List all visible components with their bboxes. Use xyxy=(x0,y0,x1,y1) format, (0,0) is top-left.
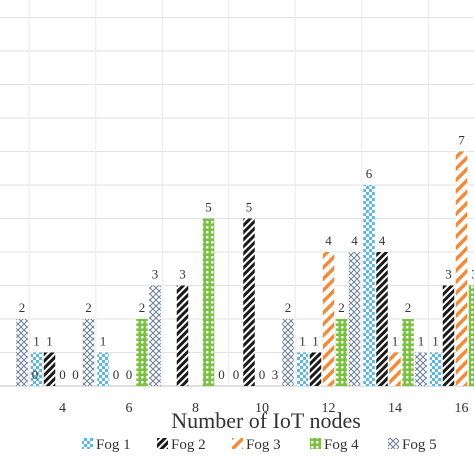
legend-item-fog-2: Fog 2 xyxy=(157,437,206,453)
bar-fog-5-14 xyxy=(415,352,427,386)
legend-label: Fog 1 xyxy=(96,437,131,453)
data-label: 1 xyxy=(418,334,425,349)
bar-fog-1-12 xyxy=(296,352,309,386)
bar-fog-5-6 xyxy=(149,285,161,386)
bar-fog-5-4 xyxy=(82,319,95,386)
bars xyxy=(16,151,474,386)
x-tick-label: 14 xyxy=(388,401,402,416)
x-tick-label: 8 xyxy=(192,401,199,416)
data-label: 3 xyxy=(179,267,186,282)
bar-fog-2-16 xyxy=(442,285,455,386)
data-label: 5 xyxy=(246,200,253,215)
data-label: 3 xyxy=(471,267,474,282)
bar-fog-1-6 xyxy=(97,352,109,386)
legend-swatch xyxy=(388,438,399,449)
bar-fog-3-12 xyxy=(322,252,335,386)
bar-fog-4-8 xyxy=(202,218,215,386)
bar-fog-5-12 xyxy=(348,252,361,386)
data-label: 0 xyxy=(218,367,225,382)
bar-fog-1-16 xyxy=(429,352,442,386)
bar-fog-1-14 xyxy=(363,185,375,386)
x-tick-labels: 4 6 8 10 12 14 16 xyxy=(59,401,469,416)
data-label: 7 xyxy=(458,133,465,148)
x-tick-label: 10 xyxy=(255,401,269,416)
bar-fog-4-6 xyxy=(136,319,148,386)
legend: Fog 1 Fog 2 Fog 3 Fog 4 Fog 5 xyxy=(82,437,437,453)
data-label: 2 xyxy=(405,300,412,315)
legend-item-fog-1: Fog 1 xyxy=(82,437,131,453)
data-label: 3 xyxy=(272,367,279,382)
data-label: 1 xyxy=(33,334,40,349)
data-label: 2 xyxy=(85,300,92,315)
x-tick-label: 16 xyxy=(455,401,469,416)
data-label: 3 xyxy=(445,267,452,282)
data-label: 1 xyxy=(100,334,107,349)
bar-fog-4-12 xyxy=(335,319,348,386)
bar-fog-2-10 xyxy=(243,218,255,386)
data-label: 2 xyxy=(19,300,26,315)
legend-swatch xyxy=(232,438,243,449)
data-label: 4 xyxy=(351,233,358,248)
data-label: 0 xyxy=(72,367,79,382)
bar-fog-3-14 xyxy=(389,352,401,386)
data-label: 1 xyxy=(46,334,53,349)
data-label: 1 xyxy=(312,334,319,349)
x-tick-label: 12 xyxy=(322,401,336,416)
legend-label: Fog 3 xyxy=(246,437,281,453)
legend-item-fog-3: Fog 3 xyxy=(232,437,281,453)
data-label: 0 xyxy=(126,367,133,382)
bar-fog-1-4 xyxy=(30,352,43,386)
legend-item-fog-5: Fog 5 xyxy=(388,437,437,453)
data-label: 0 xyxy=(233,367,240,382)
x-tick-label: 6 xyxy=(126,401,133,416)
data-label: 2 xyxy=(338,300,345,315)
bar-fog-5-2 xyxy=(16,319,28,386)
x-tick-label: 4 xyxy=(59,401,66,416)
bar-fog-4-14 xyxy=(402,319,414,386)
data-label: 1 xyxy=(392,334,399,349)
data-label: 4 xyxy=(379,233,386,248)
data-label: 2 xyxy=(285,300,292,315)
legend-label: Fog 2 xyxy=(171,437,206,453)
data-label: 0 xyxy=(259,367,266,382)
data-label: 6 xyxy=(366,166,373,181)
bar-fog-2-14 xyxy=(376,252,388,386)
data-label: 1 xyxy=(299,334,306,349)
x-axis-label: Number of IoT nodes xyxy=(171,408,361,433)
data-label: 2 xyxy=(139,300,146,315)
data-labels: 2011002100233500503211424641211373 xyxy=(19,133,474,383)
bar-fog-5-10 xyxy=(282,319,294,386)
legend-swatch xyxy=(82,438,93,449)
bar-fog-2-4 xyxy=(43,352,56,386)
gridlines xyxy=(0,0,474,387)
legend-swatch xyxy=(157,438,168,449)
data-label: 0 xyxy=(59,367,66,382)
bar-fog-2-12 xyxy=(309,352,322,386)
bar-fog-3-16 xyxy=(455,151,468,386)
legend-label: Fog 4 xyxy=(324,437,359,453)
data-label: 0 xyxy=(113,367,120,382)
data-label: 0 xyxy=(32,367,39,382)
data-label: 5 xyxy=(205,200,212,215)
data-label: 3 xyxy=(152,267,159,282)
data-label: 4 xyxy=(325,233,332,248)
legend-item-fog-4: Fog 4 xyxy=(310,437,359,453)
bar-fog-4-16 xyxy=(468,285,474,386)
data-label: 1 xyxy=(432,334,439,349)
bar-fog-2-8 xyxy=(176,285,189,386)
legend-label: Fog 5 xyxy=(402,437,437,453)
legend-swatch xyxy=(310,438,321,449)
